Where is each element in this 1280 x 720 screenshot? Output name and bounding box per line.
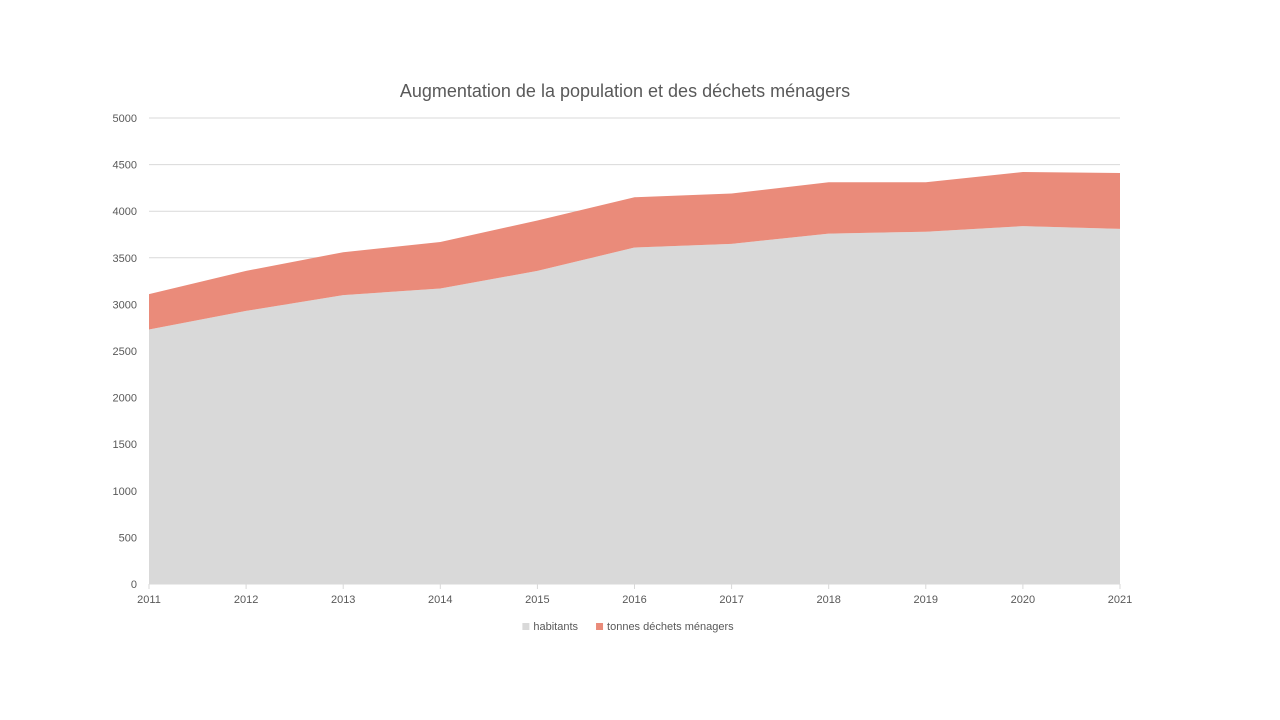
x-tick-label: 2016	[622, 594, 646, 606]
y-tick-label: 2000	[113, 393, 137, 405]
y-tick-label: 500	[119, 532, 137, 544]
x-tick-label: 2017	[719, 594, 743, 606]
x-tick-label: 2011	[137, 594, 161, 606]
x-tick-label: 2019	[914, 594, 938, 606]
x-tick-label: 2013	[331, 594, 355, 606]
legend-label: tonnes déchets ménagers	[607, 621, 734, 633]
legend-label: habitants	[533, 621, 578, 633]
y-tick-label: 4500	[113, 160, 137, 172]
series-area-tonnes-dechets	[149, 172, 1120, 330]
plot-area	[149, 172, 1120, 585]
legend: habitants tonnes déchets ménagers	[522, 621, 734, 633]
chart-title: Augmentation de la population et des déc…	[400, 81, 850, 101]
x-tick-label: 2014	[428, 594, 452, 606]
x-tick-label: 2015	[525, 594, 549, 606]
legend-swatch	[596, 623, 604, 630]
x-tick-label: 2021	[1108, 594, 1132, 606]
x-tick-label: 2018	[816, 594, 840, 606]
y-tick-label: 2500	[113, 346, 137, 358]
legend-swatch	[522, 623, 530, 630]
y-tick-label: 5000	[113, 113, 137, 125]
y-tick-label: 3000	[113, 299, 137, 311]
y-tick-label: 0	[131, 579, 137, 591]
y-tick-label: 4000	[113, 206, 137, 218]
y-tick-label: 3500	[113, 253, 137, 265]
x-tick-label: 2012	[234, 594, 258, 606]
series-area-habitants	[149, 226, 1120, 585]
y-tick-label: 1000	[113, 486, 137, 498]
x-tick-label: 2020	[1011, 594, 1035, 606]
axes: 0 500 1000 1500 2000 2500 3000 3500 4000 4500 5000…	[113, 113, 1133, 606]
y-tick-label: 1500	[113, 439, 137, 451]
